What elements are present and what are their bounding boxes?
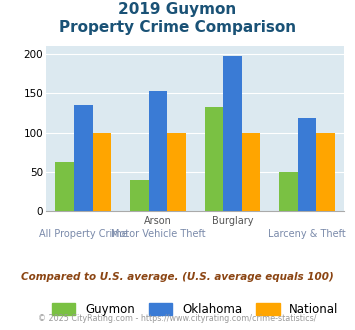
Text: 2019 Guymon: 2019 Guymon [118,2,237,16]
Bar [204,107,223,211]
Text: Arson: Arson [144,216,172,226]
Bar [167,133,186,211]
Bar [130,180,149,211]
Text: © 2025 CityRating.com - https://www.cityrating.com/crime-statistics/: © 2025 CityRating.com - https://www.city… [38,314,317,323]
Bar [316,133,335,211]
Bar [149,91,167,211]
Bar [279,172,298,211]
Bar [223,56,242,211]
Bar [74,105,93,211]
Text: Burglary: Burglary [212,216,253,226]
Legend: Guymon, Oklahoma, National: Guymon, Oklahoma, National [52,303,339,316]
Text: Motor Vehicle Theft: Motor Vehicle Theft [111,229,205,239]
Text: Property Crime Comparison: Property Crime Comparison [59,20,296,35]
Bar [298,118,316,211]
Text: All Property Crime: All Property Crime [39,229,128,239]
Bar [93,133,111,211]
Bar [242,133,261,211]
Bar [55,162,74,211]
Text: Larceny & Theft: Larceny & Theft [268,229,346,239]
Text: Compared to U.S. average. (U.S. average equals 100): Compared to U.S. average. (U.S. average … [21,272,334,282]
